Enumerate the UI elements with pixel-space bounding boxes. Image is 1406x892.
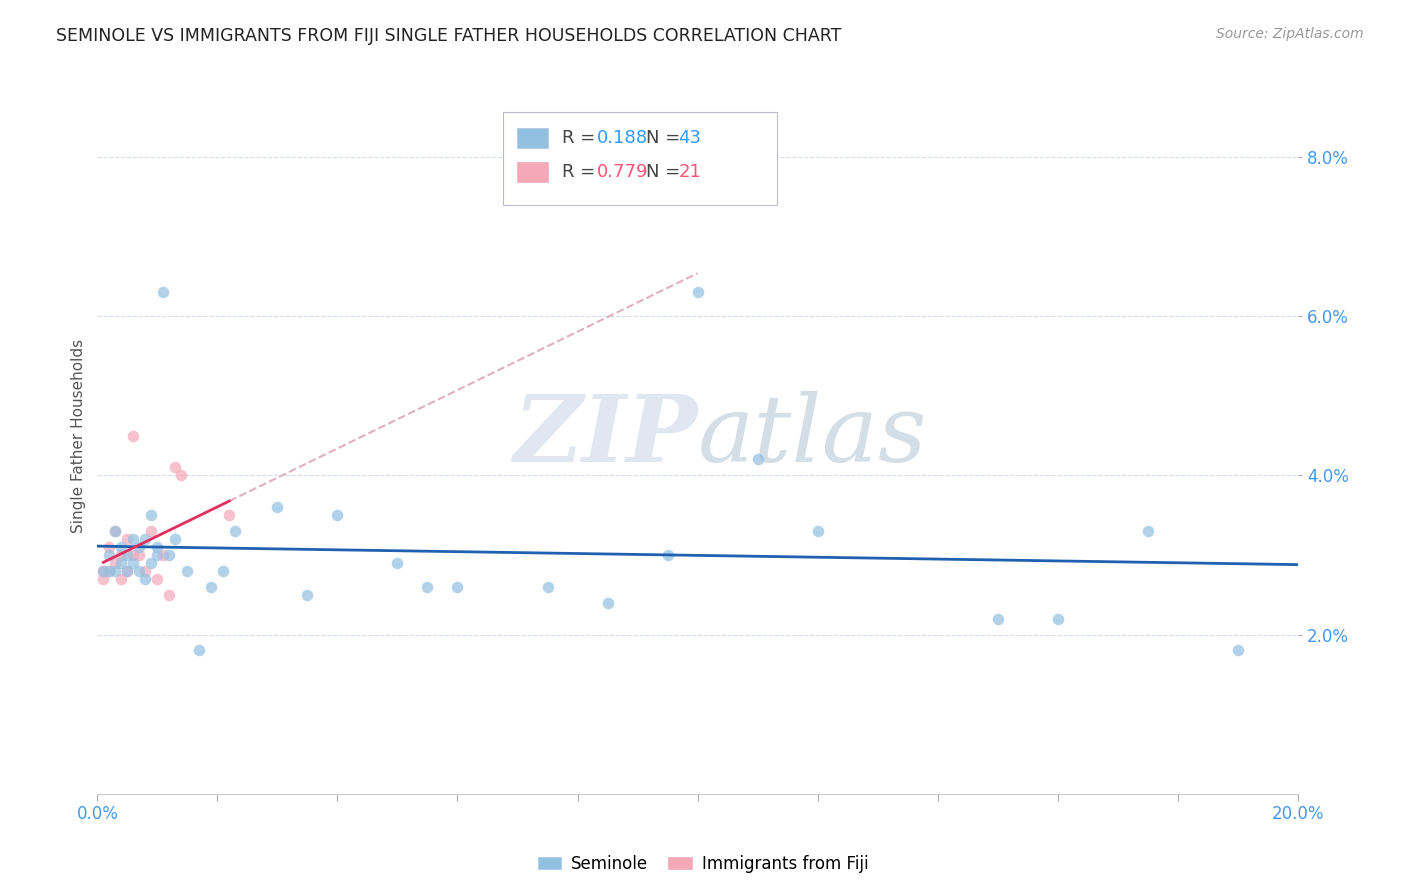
Point [134,532,156,546]
Point [657,548,679,562]
Text: R =: R = [562,163,600,181]
Text: Source: ZipAtlas.com: Source: ZipAtlas.com [1216,27,1364,41]
Text: 0.779: 0.779 [598,163,648,181]
Point [98,540,121,554]
Point [807,524,830,538]
Point [176,564,198,578]
Point [128,564,150,578]
Point [110,548,132,562]
Point [122,548,145,562]
Point [117,564,139,578]
Point [1046,611,1069,625]
Point [98,548,121,562]
Point [200,580,222,594]
Text: ZIP: ZIP [513,391,697,481]
Point [165,532,187,546]
Point [93,564,115,578]
Point [416,580,439,594]
Point [117,564,139,578]
Point [387,556,409,570]
Point [104,564,127,578]
Point [128,540,150,554]
Point [104,524,127,538]
Point [104,524,127,538]
Point [212,564,235,578]
Point [146,572,169,586]
Point [747,452,769,467]
Point [110,556,132,570]
Point [188,643,211,657]
Point [110,540,132,554]
Point [93,572,115,586]
Point [141,508,163,523]
Point [152,285,174,300]
Text: R =: R = [562,129,600,147]
Point [1136,524,1159,538]
Point [128,548,150,562]
Point [122,532,145,546]
Point [170,468,193,483]
Point [326,508,349,523]
Point [152,548,174,562]
Point [446,580,468,594]
Y-axis label: Single Father Households: Single Father Households [72,338,86,533]
Point [157,548,180,562]
Point [224,524,246,538]
Point [122,556,145,570]
Legend: Seminole, Immigrants from Fiji: Seminole, Immigrants from Fiji [531,848,875,880]
Text: 21: 21 [679,163,702,181]
Point [987,611,1010,625]
Point [98,564,121,578]
Point [686,285,709,300]
Point [117,532,139,546]
Point [146,548,169,562]
Point [266,500,288,515]
Point [134,572,156,586]
Text: 43: 43 [679,129,702,147]
Point [146,540,169,554]
Point [297,588,319,602]
Text: atlas: atlas [697,391,927,481]
Point [165,460,187,475]
Text: N =: N = [647,129,686,147]
Text: SEMINOLE VS IMMIGRANTS FROM FIJI SINGLE FATHER HOUSEHOLDS CORRELATION CHART: SEMINOLE VS IMMIGRANTS FROM FIJI SINGLE … [56,27,842,45]
Point [93,564,115,578]
Point [104,556,127,570]
Point [122,428,145,442]
Point [596,596,619,610]
Point [141,556,163,570]
Point [98,564,121,578]
Point [134,564,156,578]
Text: N =: N = [647,163,686,181]
Text: 0.188: 0.188 [598,129,648,147]
Point [141,524,163,538]
Point [218,508,240,523]
Point [536,580,558,594]
Point [117,548,139,562]
Point [157,588,180,602]
Point [1226,643,1249,657]
Point [110,572,132,586]
